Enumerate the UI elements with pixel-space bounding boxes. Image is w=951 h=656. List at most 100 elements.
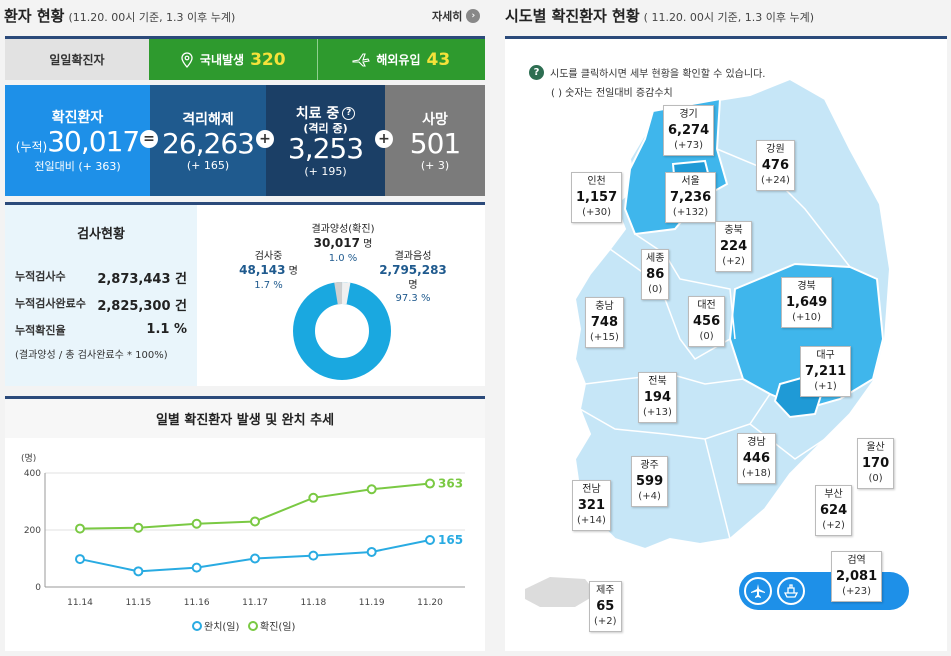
testing-unit: 명: [288, 266, 298, 277]
help-icon[interactable]: ?: [342, 106, 356, 120]
quarantine-pill[interactable]: [739, 572, 909, 610]
x-tick-label: 11.19: [359, 598, 385, 608]
plus-icon: +: [256, 130, 274, 148]
data-point: [250, 553, 260, 564]
region-map-panel: ? 시도를 클릭하시면 세부 현황을 확인할 수 있습니다. ( ) 숫자는 전…: [505, 36, 947, 651]
region-value: 6,274: [668, 122, 710, 138]
more-label: 자세히: [432, 10, 463, 23]
test-row: 누적확진율 1.1 %: [15, 322, 187, 338]
help-line1: 시도를 클릭하시면 세부 현황을 확인할 수 있습니다.: [550, 69, 766, 80]
region-name: 서울: [681, 176, 700, 187]
test-title: 검사현황: [77, 227, 125, 242]
data-point: [425, 478, 435, 489]
trend-panel: 일별 확진환자 발생 및 완치 추세 (명) 0 200 400 11.14 11.15 1…: [5, 396, 485, 651]
region-name: 부산: [824, 489, 843, 500]
region-gyeongbuk[interactable]: 경북 1,649 (+10): [781, 277, 833, 328]
region-chungbuk[interactable]: 충북 224 (+2): [715, 221, 753, 272]
data-point: [75, 523, 85, 534]
confirmed-box[interactable]: 확진환자 (누적) 30,017 전일대비 (+ 363): [5, 85, 150, 196]
region-delta: (0): [648, 284, 663, 296]
deaths-title: 사망: [422, 111, 448, 128]
treatment-delta: (+ 195): [304, 164, 347, 178]
data-point: [191, 518, 202, 529]
x-tick-label: 11.16: [184, 598, 210, 608]
map-help: ? 시도를 클릭하시면 세부 현황을 확인할 수 있습니다.: [529, 65, 765, 80]
region-gangwon[interactable]: 강원 476 (+24): [756, 140, 795, 191]
region-gwangju[interactable]: 광주 599 (+4): [631, 456, 669, 507]
data-point: [191, 562, 202, 573]
region-delta: (+132): [672, 207, 709, 219]
region-busan[interactable]: 부산 624 (+2): [815, 485, 853, 536]
region-name: 인천: [587, 176, 606, 187]
domestic-label: 국내발생: [199, 53, 245, 67]
airplane-icon: [744, 577, 772, 605]
region-delta: (0): [699, 331, 714, 343]
x-tick-label: 11.14: [67, 598, 93, 608]
data-point: [308, 492, 319, 503]
region-incheon[interactable]: 인천 1,157 (+30): [571, 172, 623, 223]
region-jeju[interactable]: 제주 65 (+2): [589, 581, 622, 632]
region-name: 충남: [595, 301, 614, 312]
positive-block: 결과양성(확진) 30,017 명 1.0 %: [293, 223, 393, 265]
region-value: 1,157: [576, 189, 618, 205]
x-tick-label: 11.15: [125, 598, 151, 608]
test-row-value: 1.1 %: [146, 322, 187, 337]
y-tick-label: 400: [24, 469, 41, 479]
data-point: [366, 546, 377, 557]
treatment-box[interactable]: 치료 중? (격리 중) 3,253 (+ 195): [266, 85, 385, 196]
deaths-box[interactable]: 사망 501 (+ 3): [385, 85, 485, 196]
region-delta: (+24): [761, 175, 790, 187]
subtitle-text: (11.20. 00시 기준, 1.3 이후 누계): [68, 11, 236, 24]
region-jeonbuk[interactable]: 전북 194 (+13): [638, 372, 677, 423]
location-pin-icon: [181, 51, 193, 68]
x-tick-label: 11.20: [417, 598, 443, 608]
region-daegu[interactable]: 대구 7,211 (+1): [800, 346, 852, 397]
overseas-cases[interactable]: 해외유입 43: [316, 39, 485, 80]
test-row-label: 누적검사완료수: [15, 297, 86, 310]
trend-title: 일별 확진환자 발생 및 완치 추세: [5, 399, 485, 438]
positive-label: 결과양성(확진): [311, 224, 375, 235]
region-value: 7,236: [670, 189, 712, 205]
region-jeonnam[interactable]: 전남 321 (+14): [572, 480, 611, 531]
region-name: 경남: [747, 437, 766, 448]
daily-confirmed-bar: 일일확진자 국내발생 320 해외유입 43: [5, 36, 485, 80]
region-seoul[interactable]: 서울 7,236 (+132): [665, 172, 717, 223]
region-delta: (+14): [577, 515, 606, 527]
data-point: [133, 566, 144, 577]
region-value: 748: [590, 314, 619, 330]
region-gyeonggi[interactable]: 경기 6,274 (+73): [663, 105, 715, 156]
summary-stats: 확진환자 (누적) 30,017 전일대비 (+ 363) 격리해제 26,263…: [5, 85, 485, 196]
treatment-title: 치료 중: [295, 106, 340, 123]
positive-pct: 1.0 %: [328, 252, 358, 264]
region-name: 세종: [646, 253, 665, 264]
negative-block: 결과음성 2,795,283 명 97.3 %: [373, 250, 453, 305]
positive-slice: [341, 282, 351, 305]
region-ulsan[interactable]: 울산 170 (0): [857, 438, 895, 489]
region-delta: (+1): [814, 381, 837, 393]
overseas-value: 43: [426, 49, 451, 70]
region-chungnam[interactable]: 충남 748 (+15): [585, 297, 624, 348]
domestic-cases[interactable]: 국내발생 320: [149, 39, 317, 80]
more-button[interactable]: 자세히 ›: [432, 8, 481, 24]
region-value: 599: [636, 473, 664, 489]
released-box[interactable]: 격리해제 26,263 (+ 165): [150, 85, 266, 196]
confirmed-value: 30,017: [47, 125, 140, 159]
test-row-value: 2,825,300 건: [97, 299, 187, 314]
jeju-shape[interactable]: [525, 577, 597, 607]
region-gyeongnam[interactable]: 경남 446 (+18): [737, 433, 776, 484]
legend-label: 완치(일): [204, 621, 240, 633]
region-quarantine[interactable]: 검역 2,081 (+23): [831, 551, 883, 602]
region-daejeon[interactable]: 대전 456 (0): [688, 296, 726, 347]
region-value: 446: [742, 450, 771, 466]
negative-value: 2,795,283: [379, 263, 447, 277]
data-point: [250, 516, 260, 527]
released-delta: (+ 165): [186, 159, 230, 173]
airplane-icon: [352, 52, 371, 67]
confirmed-title: 확진환자: [51, 110, 104, 127]
region-delta: (+2): [722, 256, 745, 268]
trend-chart: (명) 0 200 400 11.14 11.15 11.16 11.17 11.18 11.19…: [21, 453, 465, 633]
x-tick-label: 11.17: [242, 598, 268, 608]
title-text: 시도별 확진환자 현황: [505, 7, 640, 25]
region-delta: (+73): [674, 140, 704, 152]
region-sejong[interactable]: 세종 86 (0): [641, 249, 670, 300]
